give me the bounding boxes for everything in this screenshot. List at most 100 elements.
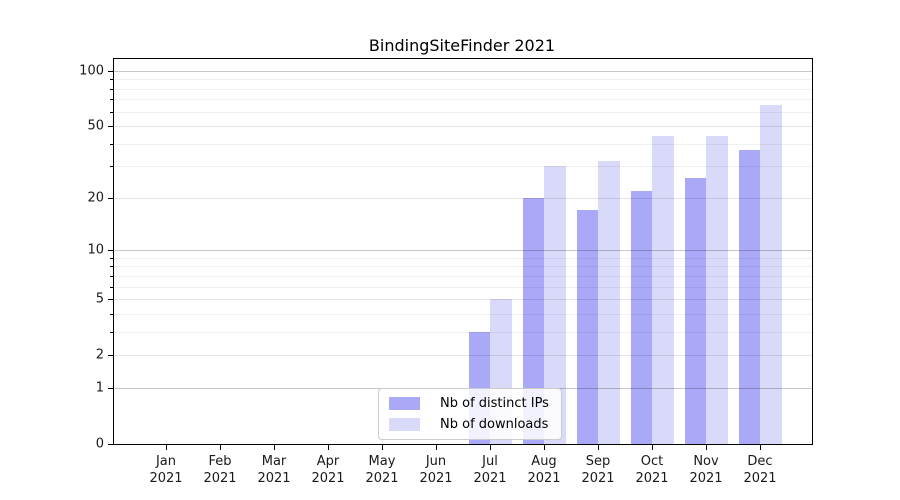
plot-area: 0 1 2 5 10 20 50 100 Jan 2021 Feb 2021 Mar 2021 Apr 20… bbox=[79, 58, 813, 486]
x-tick-month: Jul bbox=[482, 454, 498, 469]
x-tick-label-aug: Aug 2021 bbox=[509, 453, 579, 487]
x-tick-label-oct: Oct 2021 bbox=[617, 453, 687, 487]
bar-downloads-nov bbox=[706, 136, 728, 444]
bar-distinct-ips-aug bbox=[522, 197, 544, 444]
x-tick-year: 2021 bbox=[473, 471, 507, 486]
x-tick-year: 2021 bbox=[743, 471, 777, 486]
x-tick-aug bbox=[544, 445, 545, 450]
bar-downloads-oct bbox=[652, 136, 674, 444]
legend-item-distinct-ips: Nb of distinct IPs bbox=[389, 396, 549, 411]
x-tick-sep bbox=[598, 445, 599, 450]
y-minor-tick-70 bbox=[110, 99, 113, 101]
x-tick-label-jul: Jul 2021 bbox=[455, 453, 525, 487]
x-tick-month: Oct bbox=[640, 454, 664, 469]
x-tick-label-mar: Mar 2021 bbox=[239, 453, 309, 487]
y-tick-1 bbox=[108, 388, 113, 389]
y-minor-tick-8 bbox=[110, 266, 113, 268]
bar-downloads-sep bbox=[598, 161, 620, 444]
legend-swatch-downloads bbox=[389, 418, 420, 431]
y-minor-tick-3 bbox=[110, 331, 113, 333]
y-tick-label-50: 50 bbox=[87, 118, 104, 134]
y-minor-tick-4 bbox=[110, 313, 113, 315]
x-tick-label-nov: Nov 2021 bbox=[671, 453, 741, 487]
chart-title: BindingSiteFinder 2021 bbox=[368, 36, 556, 55]
y-tick-label-1: 1 bbox=[95, 380, 104, 396]
y-tick-label-2: 2 bbox=[95, 347, 104, 363]
x-tick-year: 2021 bbox=[635, 471, 669, 486]
x-tick-oct bbox=[652, 445, 653, 450]
y-tick-label-20: 20 bbox=[87, 190, 104, 206]
y-tick-label-100: 100 bbox=[79, 63, 104, 79]
gridline-y-50 bbox=[114, 126, 812, 128]
gridline-y-100 bbox=[114, 70, 812, 72]
y-tick-label-5: 5 bbox=[95, 291, 104, 307]
y-minor-tick-7 bbox=[110, 275, 113, 277]
y-tick-label-10: 10 bbox=[87, 242, 104, 258]
x-tick-year: 2021 bbox=[311, 471, 345, 486]
x-tick-feb bbox=[220, 445, 221, 450]
y-tick-label-0: 0 bbox=[95, 436, 104, 452]
x-tick-label-apr: Apr 2021 bbox=[293, 453, 363, 487]
gridline-y-70 bbox=[114, 99, 812, 101]
bar-distinct-ips-sep bbox=[576, 210, 598, 444]
x-tick-month: Jun bbox=[425, 454, 447, 469]
x-tick-year: 2021 bbox=[257, 471, 291, 486]
x-tick-label-jun: Jun 2021 bbox=[401, 453, 471, 487]
x-tick-jun bbox=[436, 445, 437, 450]
x-tick-year: 2021 bbox=[365, 471, 399, 486]
bar-distinct-ips-dec bbox=[738, 149, 760, 444]
x-tick-year: 2021 bbox=[203, 471, 237, 486]
x-tick-month: Jan bbox=[155, 454, 177, 469]
y-tick-20 bbox=[108, 197, 113, 199]
gridline-y-60 bbox=[114, 111, 812, 113]
x-tick-jan bbox=[166, 445, 167, 450]
x-tick-label-sep: Sep 2021 bbox=[563, 453, 633, 487]
x-tick-month: Mar bbox=[261, 454, 287, 469]
y-minor-tick-80 bbox=[110, 88, 113, 90]
y-minor-tick-90 bbox=[110, 79, 113, 81]
x-tick-dec bbox=[760, 445, 761, 450]
bar-distinct-ips-oct bbox=[630, 190, 652, 444]
y-minor-tick-40 bbox=[110, 143, 113, 145]
bar-downloads-aug bbox=[544, 166, 566, 444]
x-tick-may bbox=[382, 445, 383, 450]
x-tick-jul bbox=[490, 445, 491, 450]
y-tick-5 bbox=[108, 299, 113, 301]
x-tick-month: Sep bbox=[585, 454, 611, 469]
x-tick-month: Nov bbox=[693, 454, 719, 469]
legend-label-distinct-ips: Nb of distinct IPs bbox=[440, 396, 549, 411]
legend-label-downloads: Nb of downloads bbox=[440, 417, 549, 432]
x-tick-month: Feb bbox=[208, 454, 232, 469]
y-minor-tick-9 bbox=[110, 257, 113, 259]
x-tick-year: 2021 bbox=[581, 471, 615, 486]
x-tick-month: Aug bbox=[531, 454, 557, 469]
y-tick-100 bbox=[108, 70, 113, 72]
y-minor-tick-30 bbox=[110, 166, 113, 168]
y-minor-tick-60 bbox=[110, 111, 113, 113]
x-tick-nov bbox=[706, 445, 707, 450]
legend-swatch-distinct-ips bbox=[389, 397, 420, 410]
x-tick-label-feb: Feb 2021 bbox=[185, 453, 255, 487]
x-tick-year: 2021 bbox=[149, 471, 183, 486]
x-tick-month: Dec bbox=[747, 454, 773, 469]
legend: Nb of distinct IPs Nb of downloads bbox=[378, 388, 562, 440]
x-tick-year: 2021 bbox=[419, 471, 453, 486]
x-tick-label-may: May 2021 bbox=[347, 453, 417, 487]
x-tick-label-jan: Jan 2021 bbox=[131, 453, 201, 487]
y-tick-2 bbox=[108, 355, 113, 357]
gridline-y-80 bbox=[114, 88, 812, 90]
x-tick-label-dec: Dec 2021 bbox=[725, 453, 795, 487]
y-tick-0 bbox=[108, 444, 113, 445]
y-tick-10 bbox=[108, 250, 113, 252]
x-tick-year: 2021 bbox=[689, 471, 723, 486]
x-tick-month: May bbox=[368, 454, 396, 469]
bar-downloads-dec bbox=[760, 105, 782, 444]
y-tick-50 bbox=[108, 126, 113, 128]
bar-distinct-ips-nov bbox=[684, 177, 706, 444]
x-tick-mar bbox=[274, 445, 275, 450]
x-tick-month: Apr bbox=[316, 454, 340, 469]
legend-item-downloads: Nb of downloads bbox=[389, 417, 549, 432]
y-minor-tick-6 bbox=[110, 286, 113, 288]
x-tick-year: 2021 bbox=[527, 471, 561, 486]
